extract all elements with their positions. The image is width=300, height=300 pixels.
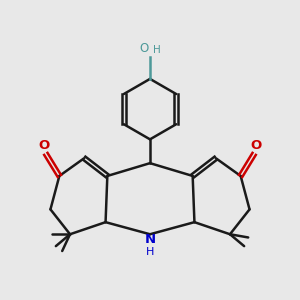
Text: O: O	[38, 139, 50, 152]
Text: N: N	[144, 233, 156, 246]
Text: O: O	[250, 139, 262, 152]
Text: O: O	[139, 42, 148, 56]
Text: H: H	[153, 45, 160, 56]
Text: H: H	[146, 247, 154, 257]
